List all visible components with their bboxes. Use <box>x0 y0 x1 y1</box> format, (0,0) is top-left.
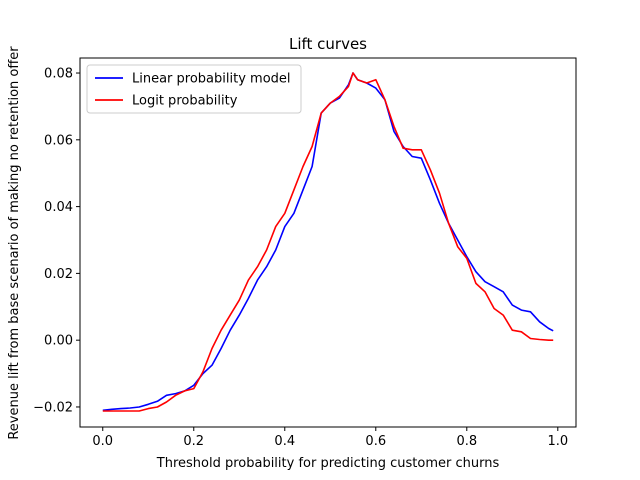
y-tick-label: 0.08 <box>44 67 73 82</box>
x-axis: 0.0 0.2 0.4 0.6 0.8 1.0 <box>92 427 568 449</box>
legend-box <box>86 64 302 114</box>
y-tick-label: 0.04 <box>44 200 73 215</box>
y-axis: −0.02 0.00 0.02 0.04 0.06 0.08 <box>33 67 80 415</box>
x-tick-label: 0.4 <box>274 434 295 449</box>
x-tick-label: 1.0 <box>547 434 568 449</box>
x-tick-label: 0.6 <box>365 434 386 449</box>
legend-label: Logit probability <box>132 94 238 109</box>
plot-frame <box>79 57 577 428</box>
chart-title: Lift curves <box>289 35 367 53</box>
y-axis-label: Revenue lift from base scenario of makin… <box>7 46 22 440</box>
legend-label: Linear probability model <box>132 72 291 87</box>
x-tick-label: 0.2 <box>183 434 204 449</box>
legend: Linear probability model Logit probabilit… <box>86 64 302 114</box>
y-tick-label: 0.02 <box>44 267 73 282</box>
x-tick-label: 0.0 <box>92 434 113 449</box>
y-tick-label: −0.02 <box>33 400 73 415</box>
x-axis-label: Threshold probability for predicting cus… <box>156 456 500 471</box>
series-lines <box>102 72 554 412</box>
y-tick-label: 0.06 <box>44 133 73 148</box>
x-tick-label: 0.8 <box>456 434 477 449</box>
series-line-2 <box>102 72 554 412</box>
y-tick-label: 0.00 <box>44 334 73 349</box>
